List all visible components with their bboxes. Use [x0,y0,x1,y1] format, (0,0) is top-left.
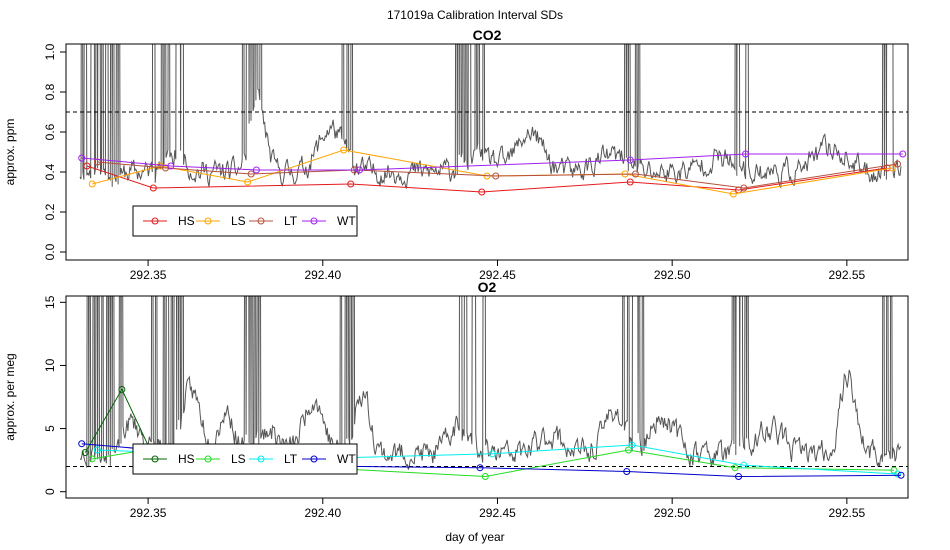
series-point-hs [81,449,89,457]
series-point-hs [626,178,634,186]
x-tick-label: 292.40 [304,268,341,282]
legend-label-hs: HS [178,452,195,466]
plot-frame [65,43,909,261]
y-tick-label: 15 [43,295,57,309]
series-point-lt [488,450,496,458]
y-tick-label: 10 [43,358,57,372]
series-point-lt [631,170,639,178]
x-tick-label: 292.35 [130,268,167,282]
series-point-lt [628,441,636,449]
series-point-lt [492,172,500,180]
data-trace [79,296,902,470]
series-point-ls [244,178,252,186]
legend-label-ls: LS [231,214,246,228]
series-point-wt [252,166,260,174]
series-point-hs [118,385,126,393]
data-trace [79,44,902,189]
series-point-lt [247,170,255,178]
legend-swatch-marker-ls [204,217,212,225]
series-point-wt [742,150,750,158]
series-point-ls [481,473,489,481]
o2-panel: O2 approx. per meg 292.35 292.40 292.45 292.5… [3,279,909,520]
series-point-lt [740,184,748,192]
series-point-hs [149,184,157,192]
y-tick-label: 0.2 [43,203,57,220]
series-point-ls [88,455,96,463]
series-point-wt [897,471,905,479]
series-point-ls [88,180,96,188]
x-tick-label: 292.55 [829,506,866,520]
panel-title: O2 [478,279,497,295]
legend-swatch-marker-lt [257,455,265,463]
x-tick-label: 292.45 [479,268,516,282]
figure-title: 171019a Calibration Interval SDs [387,8,563,22]
x-tick-label: 292.50 [654,268,691,282]
x-tick-label: 292.55 [829,268,866,282]
series-point-wt [78,154,86,162]
series-point-wt [167,162,175,170]
legend-swatch-marker-hs [151,217,159,225]
y-tick-label: 5 [43,425,57,432]
series-point-ls [731,464,739,472]
series-point-lt [894,160,902,168]
y-tick-label: 1.0 [43,43,57,60]
plot-frame [65,295,909,499]
series-point-lt [93,446,101,454]
series-point-lt [740,461,748,469]
series-point-ls [729,190,737,198]
series-point-ls [890,466,898,474]
series-point-wt [735,473,743,481]
series-line-lt [97,161,898,189]
series-line-hs [86,165,888,193]
series-point-wt [78,440,86,448]
legend-swatch-marker-hs [151,455,159,463]
y-tick-label: 0.8 [43,83,57,100]
x-tick-label: 292.35 [130,506,167,520]
series-point-hs [478,188,486,196]
y-axis-label: approx. per meg [3,353,17,440]
x-axis-label: day of year [445,530,504,544]
legend-label-lt: LT [284,452,298,466]
series-point-ls [340,146,348,154]
x-tick-label: 292.50 [654,506,691,520]
panel-title: CO2 [473,27,502,43]
series-point-ls [624,446,632,454]
legend-swatch-marker-lt [257,217,265,225]
legend-swatch-marker-wt [310,455,318,463]
series-point-hs [347,180,355,188]
legend-swatch-marker-ls [204,455,212,463]
y-tick-label: 0.6 [43,123,57,140]
legend-swatch-marker-wt [310,217,318,225]
series-point-wt [626,156,634,164]
legend-label-wt: WT [337,214,356,228]
series-point-wt [899,150,907,158]
y-tick-label: 0.0 [43,243,57,260]
y-axis-label: approx. ppm [3,119,17,186]
y-tick-label: 0 [43,488,57,495]
series-point-wt [355,166,363,174]
legend-label-lt: LT [284,214,298,228]
x-tick-label: 292.45 [479,506,516,520]
series-point-wt [623,467,631,475]
series-point-lt [894,470,902,478]
legend-label-ls: LS [231,452,246,466]
series-point-wt [476,464,484,472]
co2-panel: CO2 approx. ppm 292.35 292.40 292.45 292.50 29… [3,27,909,282]
y-tick-label: 0.4 [43,163,57,180]
legend-label-hs: HS [178,214,195,228]
series-point-hs [83,162,91,170]
legend-label-wt: WT [337,452,356,466]
x-tick-label: 292.40 [304,506,341,520]
series-line-wt [81,153,903,171]
